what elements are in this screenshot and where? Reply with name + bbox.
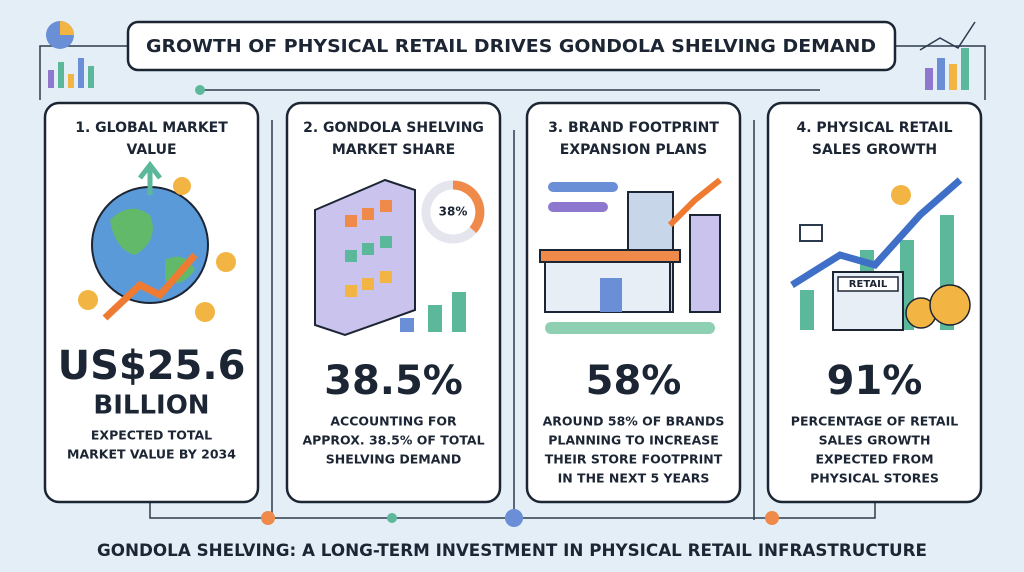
footer-text: GONDOLA SHELVING: A LONG-TERM INVESTMENT… [97, 541, 927, 561]
card-title: 2. GONDOLA SHELVING [303, 120, 484, 136]
card-description: EXPECTED FROM [815, 452, 933, 467]
donut-label: 38% [439, 205, 468, 219]
card-description: ACCOUNTING FOR [330, 414, 457, 429]
decor-chart-left [46, 21, 94, 88]
card-description: THEIR STORE FOOTPRINT [545, 452, 723, 467]
illustration-store [539, 177, 722, 334]
card-title: 1. GLOBAL MARKET [75, 120, 228, 136]
card-description: EXPECTED TOTAL [91, 428, 212, 443]
card-title: SALES GROWTH [812, 142, 937, 158]
node [765, 511, 779, 525]
card-description: SHELVING DEMAND [326, 452, 462, 467]
card-value: 38.5% [324, 358, 463, 404]
card-description: PLANNING TO INCREASE [548, 433, 719, 448]
node [195, 85, 205, 95]
decor-chart-right [919, 21, 976, 90]
card-value: 91% [827, 358, 923, 404]
card-description: IN THE NEXT 5 YEARS [558, 471, 710, 486]
card-value: US$25.6 [58, 343, 246, 389]
illustration-globe [78, 160, 236, 322]
card-value: 58% [586, 358, 682, 404]
card-description: SALES GROWTH [819, 433, 931, 448]
illustration-growth [790, 177, 971, 331]
node [261, 511, 275, 525]
card-description: AROUND 58% OF BRANDS [543, 414, 725, 429]
node [387, 513, 397, 523]
card-title: MARKET SHARE [332, 142, 455, 158]
card-title: VALUE [126, 142, 176, 158]
node [505, 509, 523, 527]
page-title: GROWTH OF PHYSICAL RETAIL DRIVES GONDOLA… [146, 36, 876, 57]
illustration-shelf [314, 178, 485, 337]
card-title: EXPANSION PLANS [560, 142, 708, 158]
card-title: 4. PHYSICAL RETAIL [796, 120, 952, 136]
card-description: PHYSICAL STORES [810, 471, 939, 486]
card-description: MARKET VALUE BY 2034 [67, 447, 236, 462]
store-sign: RETAIL [849, 279, 888, 290]
title-box [126, 20, 897, 72]
card-title: 3. BRAND FOOTPRINT [548, 120, 719, 136]
card-description: APPROX. 38.5% OF TOTAL [302, 433, 484, 448]
card-description: PERCENTAGE OF RETAIL [791, 414, 958, 429]
card-value: BILLION [93, 391, 209, 421]
